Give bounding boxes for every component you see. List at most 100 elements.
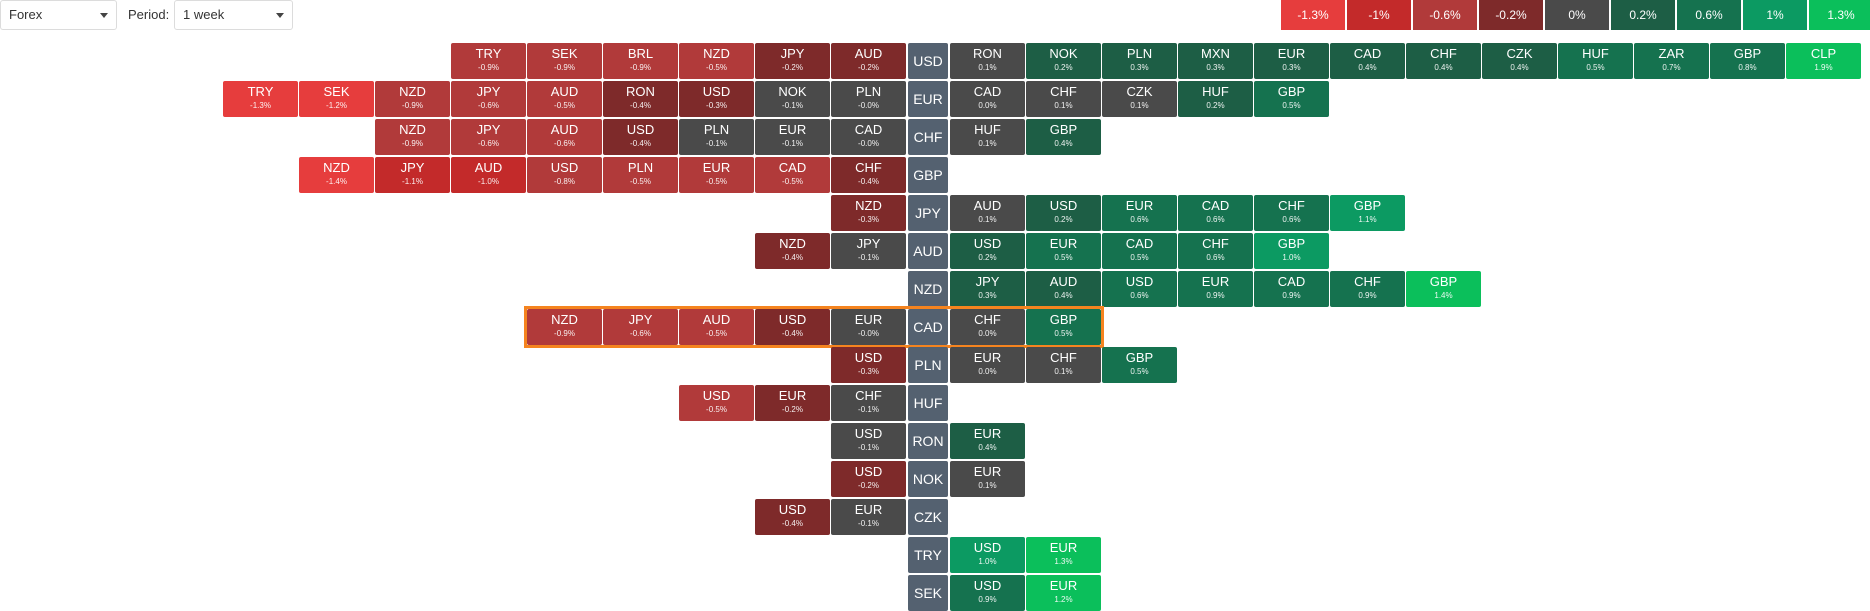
heatmap-cell-chf-eur[interactable]: EUR -0.1% xyxy=(755,119,830,155)
cell-change: -0.3% xyxy=(706,101,727,110)
heatmap-cell-aud-gbp[interactable]: GBP 1.0% xyxy=(1254,233,1329,269)
heatmap-cell-jpy-usd[interactable]: USD 0.2% xyxy=(1026,195,1101,231)
period-select[interactable]: 1 week xyxy=(174,0,293,30)
heatmap-cell-gbp-pln[interactable]: PLN -0.5% xyxy=(603,157,678,193)
heatmap-cell-gbp-cad[interactable]: CAD -0.5% xyxy=(755,157,830,193)
heatmap-cell-cad-aud[interactable]: AUD -0.5% xyxy=(679,309,754,345)
heatmap-cell-pln-chf[interactable]: CHF 0.1% xyxy=(1026,347,1101,383)
heatmap-cell-usd-czk[interactable]: CZK 0.4% xyxy=(1482,43,1557,79)
heatmap-cell-nok-eur[interactable]: EUR 0.1% xyxy=(950,461,1025,497)
heatmap-cell-usd-aud[interactable]: AUD -0.2% xyxy=(831,43,906,79)
heatmap-cell-usd-clp[interactable]: CLP 1.9% xyxy=(1786,43,1861,79)
heatmap-cell-cad-usd[interactable]: USD -0.4% xyxy=(755,309,830,345)
heatmap-cell-chf-gbp[interactable]: GBP 0.4% xyxy=(1026,119,1101,155)
heatmap-cell-aud-jpy[interactable]: JPY -0.1% xyxy=(831,233,906,269)
heatmap-cell-huf-chf[interactable]: CHF -0.1% xyxy=(831,385,906,421)
cell-symbol: SEK xyxy=(323,84,350,99)
heatmap-cell-chf-jpy[interactable]: JPY -0.6% xyxy=(451,119,526,155)
heatmap-cell-eur-chf[interactable]: CHF 0.1% xyxy=(1026,81,1101,117)
heatmap-cell-eur-ron[interactable]: RON -0.4% xyxy=(603,81,678,117)
heatmap-cell-eur-sek[interactable]: SEK -1.2% xyxy=(299,81,374,117)
heatmap-cell-gbp-aud[interactable]: AUD -1.0% xyxy=(451,157,526,193)
heatmap-cell-nzd-jpy[interactable]: JPY 0.3% xyxy=(950,271,1025,307)
heatmap-cell-eur-czk[interactable]: CZK 0.1% xyxy=(1102,81,1177,117)
heatmap-cell-jpy-cad[interactable]: CAD 0.6% xyxy=(1178,195,1253,231)
heatmap-cell-gbp-jpy[interactable]: JPY -1.1% xyxy=(375,157,450,193)
heatmap-cell-usd-gbp[interactable]: GBP 0.8% xyxy=(1710,43,1785,79)
cell-symbol: CAD xyxy=(1201,198,1230,213)
heatmap-cell-gbp-chf[interactable]: CHF -0.4% xyxy=(831,157,906,193)
heatmap-cell-aud-usd[interactable]: USD 0.2% xyxy=(950,233,1025,269)
heatmap-cell-nzd-usd[interactable]: USD 0.6% xyxy=(1102,271,1177,307)
cell-symbol: MXN xyxy=(1201,46,1230,61)
heatmap-cell-usd-cad[interactable]: CAD 0.4% xyxy=(1330,43,1405,79)
heatmap-cell-gbp-nzd[interactable]: NZD -1.4% xyxy=(299,157,374,193)
heatmap-cell-usd-pln[interactable]: PLN 0.3% xyxy=(1102,43,1177,79)
heatmap-cell-huf-usd[interactable]: USD -0.5% xyxy=(679,385,754,421)
heatmap-cell-huf-eur[interactable]: EUR -0.2% xyxy=(755,385,830,421)
heatmap-cell-eur-usd[interactable]: USD -0.3% xyxy=(679,81,754,117)
heatmap-cell-eur-nzd[interactable]: NZD -0.9% xyxy=(375,81,450,117)
heatmap-cell-usd-jpy[interactable]: JPY -0.2% xyxy=(755,43,830,79)
heatmap-cell-jpy-nzd[interactable]: NZD -0.3% xyxy=(831,195,906,231)
heatmap-cell-sek-usd[interactable]: USD 0.9% xyxy=(950,575,1025,611)
heatmap-cell-usd-zar[interactable]: ZAR 0.7% xyxy=(1634,43,1709,79)
heatmap-cell-jpy-gbp[interactable]: GBP 1.1% xyxy=(1330,195,1405,231)
heatmap-cell-chf-huf[interactable]: HUF 0.1% xyxy=(950,119,1025,155)
heatmap-cell-jpy-eur[interactable]: EUR 0.6% xyxy=(1102,195,1177,231)
heatmap-cell-usd-nzd[interactable]: NZD -0.5% xyxy=(679,43,754,79)
heatmap-cell-aud-eur[interactable]: EUR 0.5% xyxy=(1026,233,1101,269)
heatmap-cell-cad-chf[interactable]: CHF 0.0% xyxy=(950,309,1025,345)
heatmap-cell-eur-pln[interactable]: PLN -0.0% xyxy=(831,81,906,117)
heatmap-cell-usd-eur[interactable]: EUR 0.3% xyxy=(1254,43,1329,79)
heatmap-cell-usd-brl[interactable]: BRL -0.9% xyxy=(603,43,678,79)
heatmap-cell-eur-jpy[interactable]: JPY -0.6% xyxy=(451,81,526,117)
heatmap-cell-usd-huf[interactable]: HUF 0.5% xyxy=(1558,43,1633,79)
heatmap-cell-usd-chf[interactable]: CHF 0.4% xyxy=(1406,43,1481,79)
heatmap-cell-jpy-chf[interactable]: CHF 0.6% xyxy=(1254,195,1329,231)
heatmap-cell-usd-sek[interactable]: SEK -0.9% xyxy=(527,43,602,79)
heatmap-cell-nzd-cad[interactable]: CAD 0.9% xyxy=(1254,271,1329,307)
heatmap-cell-czk-usd[interactable]: USD -0.4% xyxy=(755,499,830,535)
heatmap-cell-eur-huf[interactable]: HUF 0.2% xyxy=(1178,81,1253,117)
heatmap-cell-eur-cad[interactable]: CAD 0.0% xyxy=(950,81,1025,117)
heatmap-cell-chf-nzd[interactable]: NZD -0.9% xyxy=(375,119,450,155)
heatmap-cell-aud-cad[interactable]: CAD 0.5% xyxy=(1102,233,1177,269)
heatmap-cell-eur-aud[interactable]: AUD -0.5% xyxy=(527,81,602,117)
market-select[interactable]: Forex xyxy=(0,0,117,30)
heatmap-cell-pln-usd[interactable]: USD -0.3% xyxy=(831,347,906,383)
heatmap-cell-chf-pln[interactable]: PLN -0.1% xyxy=(679,119,754,155)
heatmap-cell-pln-eur[interactable]: EUR 0.0% xyxy=(950,347,1025,383)
heatmap-cell-cad-jpy[interactable]: JPY -0.6% xyxy=(603,309,678,345)
heatmap-cell-gbp-usd[interactable]: USD -0.8% xyxy=(527,157,602,193)
heatmap-cell-chf-aud[interactable]: AUD -0.6% xyxy=(527,119,602,155)
heatmap-cell-nzd-eur[interactable]: EUR 0.9% xyxy=(1178,271,1253,307)
heatmap-cell-eur-gbp[interactable]: GBP 0.5% xyxy=(1254,81,1329,117)
heatmap-cell-sek-eur[interactable]: EUR 1.2% xyxy=(1026,575,1101,611)
heatmap-cell-aud-nzd[interactable]: NZD -0.4% xyxy=(755,233,830,269)
heatmap-cell-try-usd[interactable]: USD 1.0% xyxy=(950,537,1025,573)
heatmap-cell-ron-eur[interactable]: EUR 0.4% xyxy=(950,423,1025,459)
heatmap-cell-nok-usd[interactable]: USD -0.2% xyxy=(831,461,906,497)
heatmap-cell-nzd-aud[interactable]: AUD 0.4% xyxy=(1026,271,1101,307)
heatmap-cell-usd-mxn[interactable]: MXN 0.3% xyxy=(1178,43,1253,79)
heatmap-cell-ron-usd[interactable]: USD -0.1% xyxy=(831,423,906,459)
heatmap-cell-jpy-aud[interactable]: AUD 0.1% xyxy=(950,195,1025,231)
heatmap-cell-try-eur[interactable]: EUR 1.3% xyxy=(1026,537,1101,573)
heatmap-cell-eur-try[interactable]: TRY -1.3% xyxy=(223,81,298,117)
heatmap-cell-cad-eur[interactable]: EUR -0.0% xyxy=(831,309,906,345)
heatmap-cell-cad-gbp[interactable]: GBP 0.5% xyxy=(1026,309,1101,345)
heatmap-cell-chf-cad[interactable]: CAD -0.0% xyxy=(831,119,906,155)
heatmap-cell-czk-eur[interactable]: EUR -0.1% xyxy=(831,499,906,535)
heatmap-cell-nzd-chf[interactable]: CHF 0.9% xyxy=(1330,271,1405,307)
heatmap-cell-aud-chf[interactable]: CHF 0.6% xyxy=(1178,233,1253,269)
heatmap-cell-usd-ron[interactable]: RON 0.1% xyxy=(950,43,1025,79)
heatmap-cell-chf-usd[interactable]: USD -0.4% xyxy=(603,119,678,155)
heatmap-cell-usd-try[interactable]: TRY -0.9% xyxy=(451,43,526,79)
heatmap-cell-nzd-gbp[interactable]: GBP 1.4% xyxy=(1406,271,1481,307)
heatmap-cell-usd-nok[interactable]: NOK 0.2% xyxy=(1026,43,1101,79)
heatmap-cell-gbp-eur[interactable]: EUR -0.5% xyxy=(679,157,754,193)
heatmap-cell-pln-gbp[interactable]: GBP 0.5% xyxy=(1102,347,1177,383)
heatmap-cell-cad-nzd[interactable]: NZD -0.9% xyxy=(527,309,602,345)
heatmap-cell-eur-nok[interactable]: NOK -0.1% xyxy=(755,81,830,117)
